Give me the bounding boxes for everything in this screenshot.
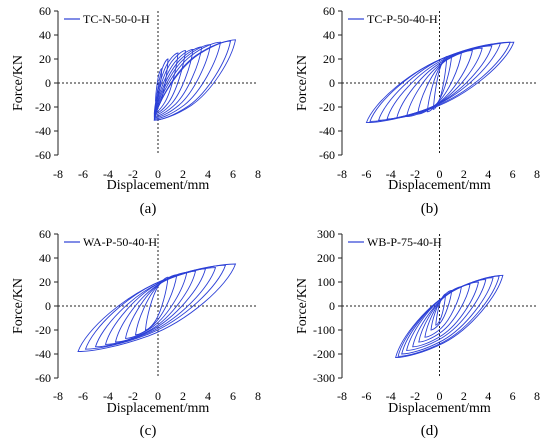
x-tick-label: -4 [103, 167, 113, 181]
x-tick-label: -8 [337, 389, 347, 403]
y-tick-label: -20 [319, 100, 335, 114]
x-tick-label: -2 [410, 389, 420, 403]
x-axis-title: Displacement/mm [388, 401, 491, 416]
x-tick-label: 0 [155, 167, 161, 181]
legend-label: TC-P-50-40-H [367, 12, 438, 26]
panel-label: (b) [421, 201, 439, 217]
x-tick-label: 4 [485, 389, 491, 403]
y-tick-label: 300 [317, 227, 335, 241]
y-tick-label: -20 [35, 100, 51, 114]
x-tick-label: 2 [461, 167, 467, 181]
y-axis-title: Force/KN [295, 55, 310, 111]
x-tick-label: 8 [534, 389, 540, 403]
x-tick-label: -8 [337, 167, 347, 181]
y-tick-label: 40 [39, 28, 51, 42]
hysteresis-loop [430, 289, 453, 331]
y-tick-label: 40 [323, 28, 335, 42]
x-tick-label: -8 [53, 167, 63, 181]
y-tick-label: -60 [35, 148, 51, 162]
x-axis-title: Displacement/mm [388, 178, 491, 193]
legend-label: TC-N-50-0-H [83, 12, 150, 26]
y-tick-label: 100 [317, 275, 335, 289]
x-tick-label: 2 [180, 389, 186, 403]
y-tick-label: 0 [329, 299, 335, 313]
y-tick-label: -20 [35, 323, 51, 337]
x-tick-label: -6 [361, 167, 371, 181]
x-tick-label: -6 [78, 167, 88, 181]
x-axis-title: Displacement/mm [107, 401, 210, 416]
x-tick-label: 4 [485, 167, 491, 181]
panel-label: (a) [140, 201, 157, 217]
hysteresis-loop [94, 267, 217, 348]
hysteresis-loop [84, 264, 227, 350]
x-tick-label: -2 [128, 389, 138, 403]
x-axis-title: Displacement/mm [107, 178, 210, 193]
y-tick-label: -60 [35, 371, 51, 385]
x-tick-label: -2 [410, 167, 420, 181]
x-tick-label: 0 [155, 389, 161, 403]
y-tick-label: 0 [329, 76, 335, 90]
hysteresis-loop [424, 286, 462, 338]
x-tick-label: -4 [386, 389, 396, 403]
hysteresis-loop [365, 41, 515, 124]
y-tick-label: -60 [319, 148, 335, 162]
y-tick-label: -300 [313, 371, 335, 385]
legend-label: WA-P-50-40-H [83, 235, 157, 249]
hysteresis-loop [412, 281, 480, 348]
x-tick-label: 2 [461, 389, 467, 403]
hysteresis-loop [369, 41, 511, 122]
x-tick-label: 4 [205, 389, 211, 403]
x-tick-label: 0 [437, 167, 443, 181]
y-tick-label: 0 [45, 299, 51, 313]
y-tick-label: -100 [313, 323, 335, 337]
x-tick-label: -4 [103, 389, 113, 403]
y-tick-label: 60 [39, 227, 51, 241]
y-tick-label: 40 [39, 251, 51, 265]
y-tick-label: 20 [39, 275, 51, 289]
panel-label: (d) [421, 423, 439, 439]
y-axis-title: Force/KN [295, 278, 310, 334]
x-tick-label: 8 [534, 167, 540, 181]
y-tick-label: -40 [35, 124, 51, 138]
panel-label: (c) [140, 423, 157, 439]
y-tick-label: -200 [313, 347, 335, 361]
hysteresis-loop [401, 277, 494, 355]
x-tick-label: 8 [255, 167, 261, 181]
x-tick-label: 6 [510, 389, 516, 403]
x-tick-label: -6 [361, 389, 371, 403]
y-tick-label: 20 [39, 52, 51, 66]
x-tick-label: -8 [53, 389, 63, 403]
hysteresis-loop [406, 279, 487, 351]
x-tick-label: 8 [255, 389, 261, 403]
x-tick-label: -6 [78, 389, 88, 403]
x-tick-label: 2 [180, 167, 186, 181]
x-tick-label: 0 [437, 389, 443, 403]
x-tick-label: 6 [230, 167, 236, 181]
y-tick-label: 20 [323, 52, 335, 66]
y-tick-label: 60 [323, 4, 335, 18]
y-tick-label: 200 [317, 251, 335, 265]
x-tick-label: 6 [230, 389, 236, 403]
y-tick-label: 60 [39, 4, 51, 18]
hysteresis-loop [153, 39, 237, 121]
hysteresis-loop [77, 263, 237, 353]
x-tick-label: 6 [510, 167, 516, 181]
x-tick-label: 4 [205, 167, 211, 181]
x-tick-label: -4 [386, 167, 396, 181]
y-tick-label: -40 [35, 347, 51, 361]
chart-panel-4: -300 -200 -100 0 100 200 300 -8 -6 -4 -2 0 2 4 6 8 WB-P-… [295, 227, 540, 439]
hysteresis-loop [395, 274, 504, 359]
y-tick-label: -40 [319, 124, 335, 138]
legend-label: WB-P-75-40-H [367, 235, 442, 249]
y-axis-title: Force/KN [11, 278, 26, 334]
x-tick-label: -2 [128, 167, 138, 181]
y-axis-title: Force/KN [11, 55, 26, 111]
y-tick-label: 0 [45, 76, 51, 90]
